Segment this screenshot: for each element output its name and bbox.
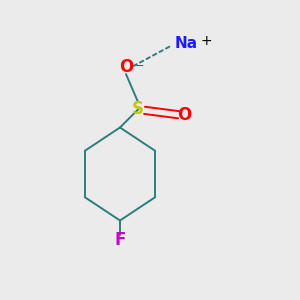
Text: S: S: [132, 100, 144, 118]
Text: +: +: [200, 34, 212, 48]
Text: −: −: [135, 61, 144, 71]
Text: O: O: [119, 58, 133, 76]
Text: Na: Na: [174, 36, 198, 51]
Text: O: O: [177, 106, 192, 124]
Text: F: F: [114, 231, 126, 249]
